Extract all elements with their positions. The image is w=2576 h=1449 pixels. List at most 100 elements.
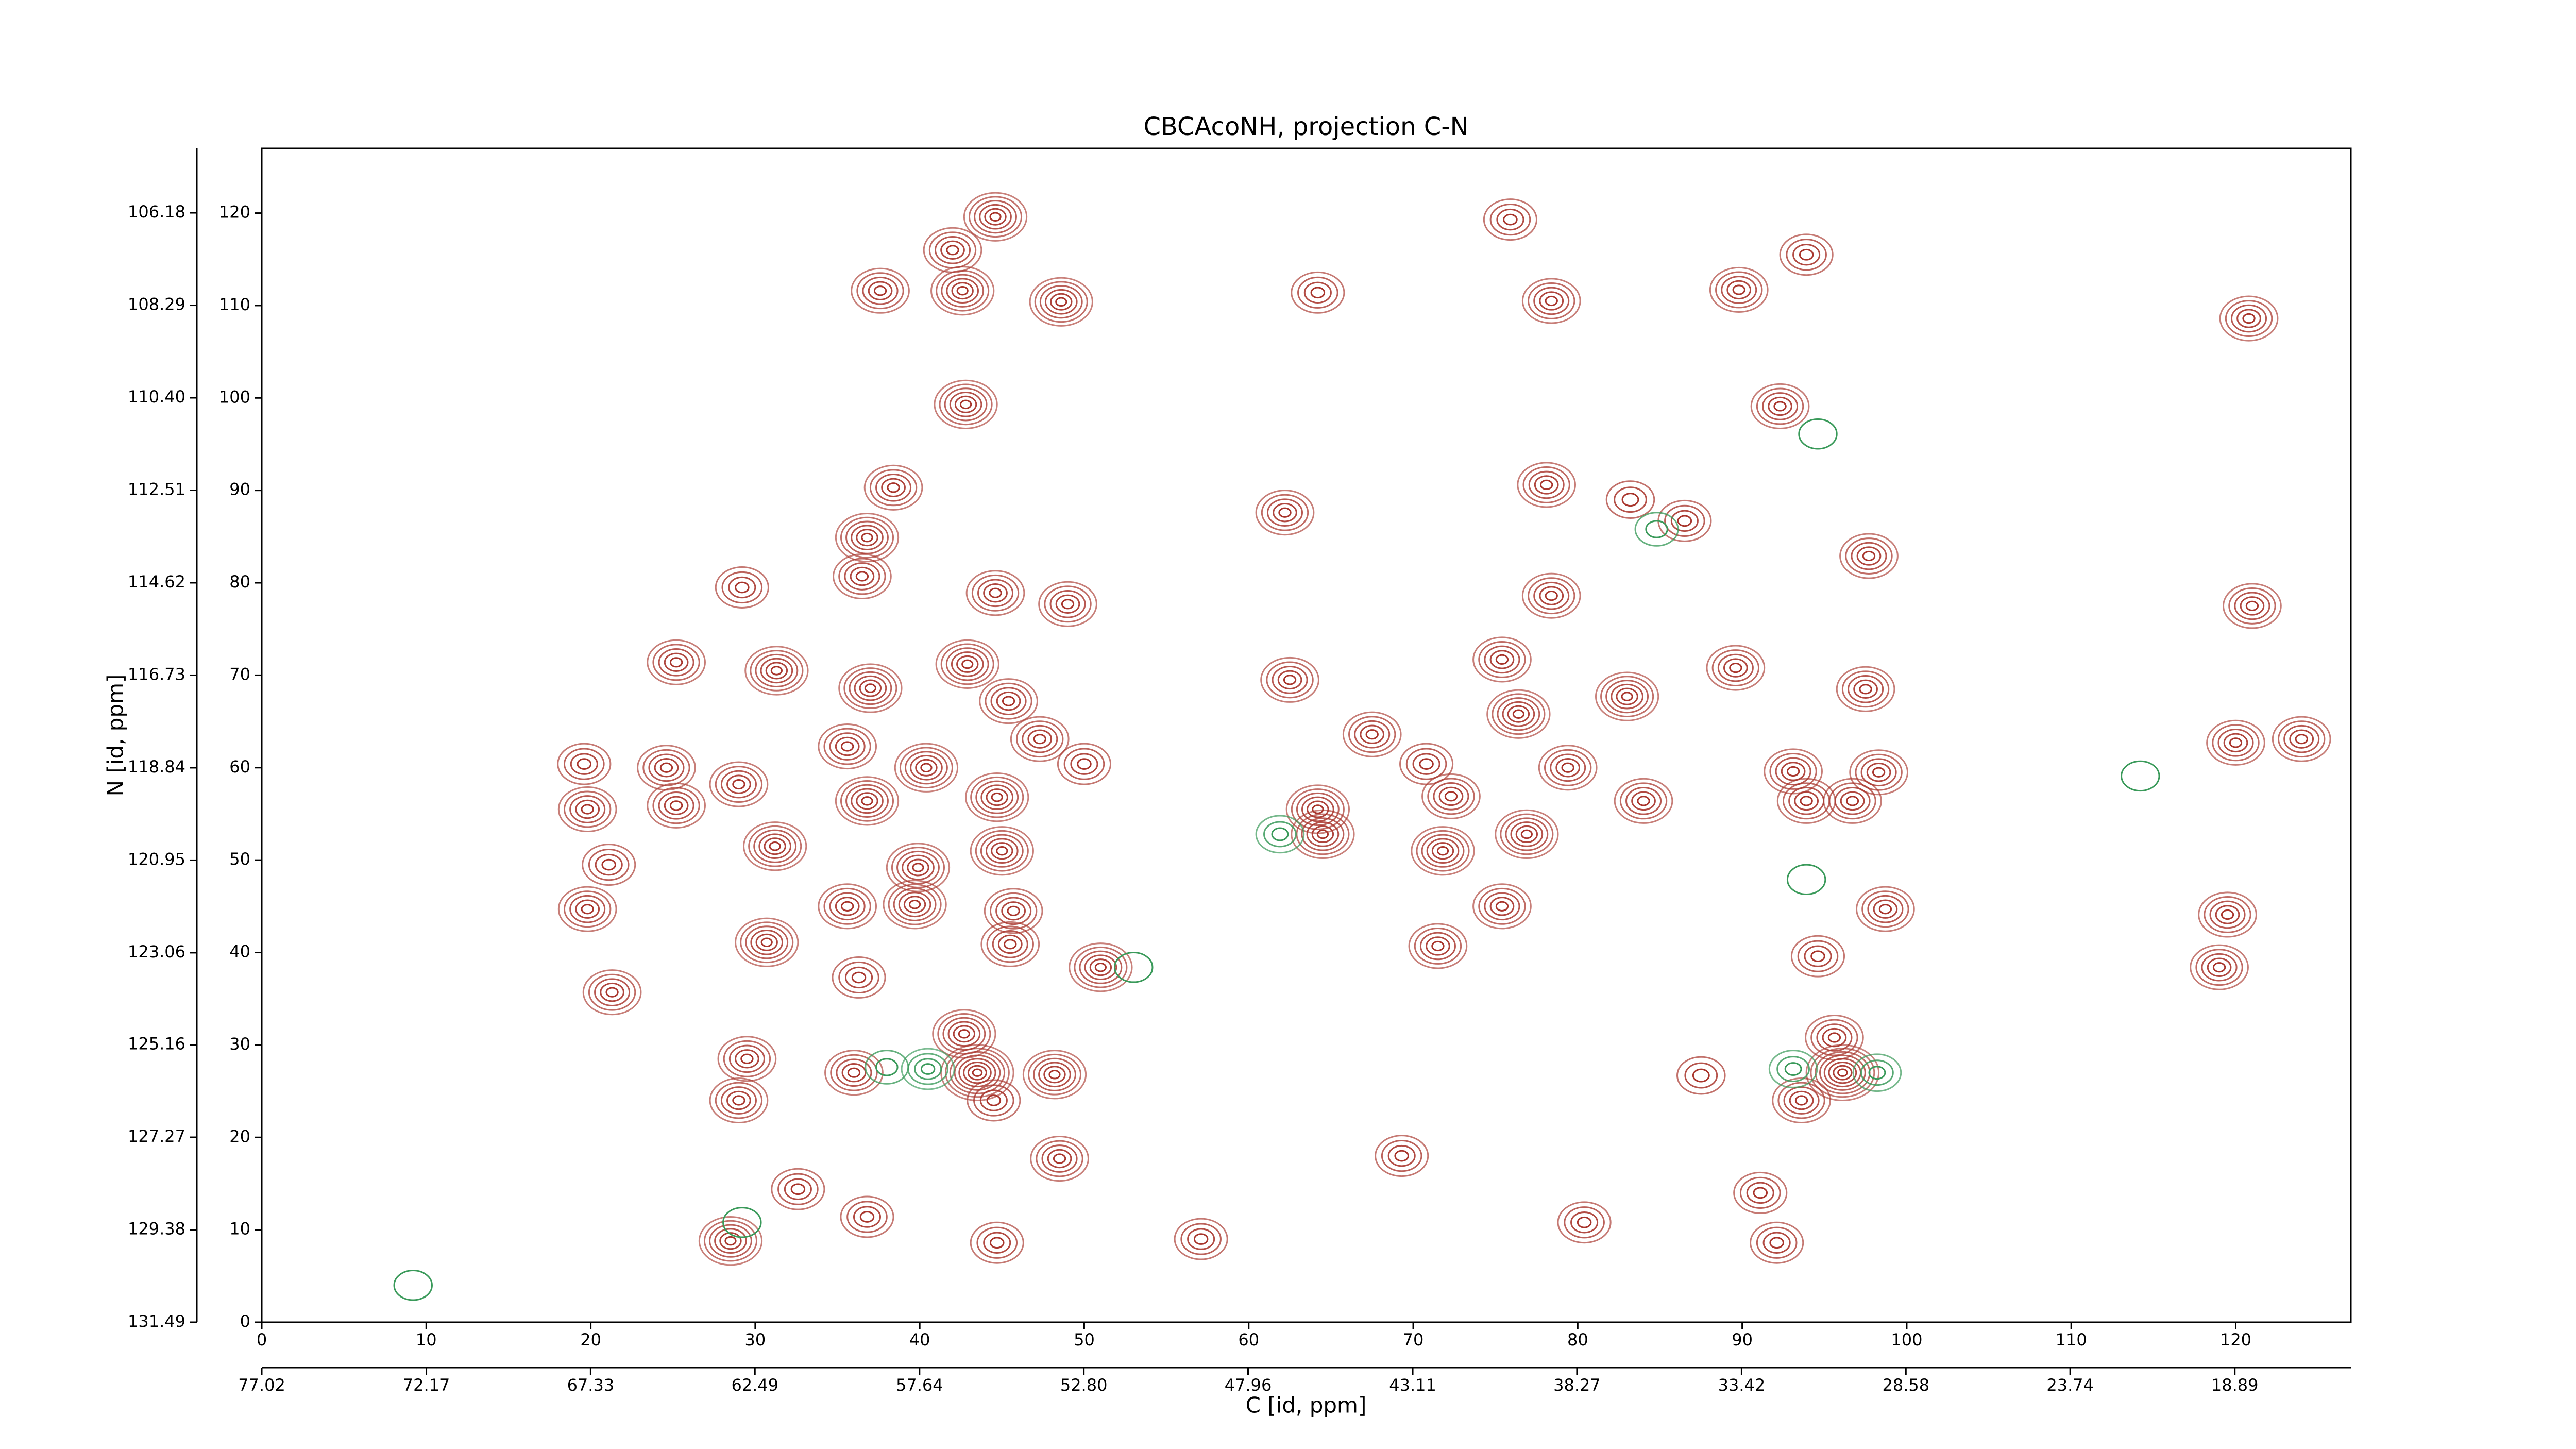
contour-ring: [1729, 662, 1742, 673]
contour-ring: [1860, 1059, 1894, 1086]
contour-ring: [2240, 596, 2265, 616]
contour-ring: [647, 782, 706, 829]
contour-ring: [1306, 821, 1340, 847]
peak: [1375, 1135, 1429, 1177]
contour-ring: [1089, 958, 1112, 976]
contour-ring: [577, 758, 592, 770]
contour-ring: [1528, 577, 1575, 615]
contour-ring: [1878, 904, 1892, 915]
contour-ring: [1408, 923, 1468, 969]
contour-ring: [990, 687, 1027, 715]
contour-ring: [575, 899, 600, 919]
contour-ring: [1426, 936, 1450, 956]
contour-ring: [1022, 1050, 1087, 1100]
contour-ring: [864, 683, 876, 693]
contour-ring: [717, 1036, 777, 1082]
contour-ring: [1419, 932, 1456, 961]
contour-ring: [946, 278, 979, 304]
contour-ring: [849, 671, 892, 705]
contour-ring: [1483, 198, 1538, 241]
contour-ring: [861, 532, 873, 543]
contour-ring: [1750, 383, 1810, 429]
contour-ring: [1027, 729, 1053, 749]
contour-ring: [951, 651, 984, 677]
contour-ring: [1034, 281, 1088, 323]
contour-ring: [1266, 661, 1314, 699]
contour-ring: [934, 379, 998, 429]
contour-ring: [1810, 1048, 1875, 1098]
contour-ring: [1798, 418, 1838, 450]
peak: [744, 646, 809, 696]
contour-ring: [1255, 815, 1305, 854]
contour-ring: [1502, 701, 1535, 727]
peak: [1399, 743, 1454, 785]
contour-ring: [1510, 821, 1544, 847]
x-tick-label: 100: [1891, 1330, 1922, 1350]
contour-ring: [851, 267, 910, 314]
y-tick-label: 50: [229, 849, 250, 869]
contour-ring: [833, 553, 892, 600]
peak: [1038, 581, 1097, 627]
contour-ring: [861, 796, 873, 806]
peak: [1790, 935, 1845, 978]
x-axis-title: C [id, ppm]: [1246, 1393, 1367, 1418]
contour-ring: [898, 891, 931, 918]
contour-ring: [1399, 743, 1454, 785]
contour-ring: [967, 1079, 1021, 1122]
peak: [557, 743, 612, 785]
peak: [1836, 666, 1895, 712]
contour-ring: [721, 571, 763, 604]
contour-ring: [996, 846, 1008, 856]
contour-ring: [720, 770, 757, 799]
peak: [840, 1195, 894, 1238]
contour-ring: [1316, 829, 1329, 839]
contour-ring: [1797, 940, 1839, 972]
contour-ring: [1545, 591, 1558, 601]
x-tick-label: 30: [745, 1330, 766, 1350]
contour-ring: [1538, 745, 1598, 791]
contour-ring: [1792, 244, 1821, 266]
contour-ring: [1521, 278, 1581, 324]
contour-ring: [758, 833, 792, 860]
contour-ring: [949, 1051, 1006, 1094]
y2-tick-label: 118.84: [128, 757, 185, 777]
peak: [818, 883, 877, 930]
contour-ring: [1472, 883, 1532, 930]
contour-ring: [605, 987, 619, 998]
y-tick-label: 20: [229, 1126, 250, 1146]
contour-ring: [1297, 276, 1338, 309]
contour-ring: [997, 934, 1023, 954]
contour-ring: [784, 1178, 812, 1200]
contour-ring: [1577, 1216, 1592, 1228]
peak: [709, 761, 769, 807]
contour-ring: [595, 853, 623, 876]
peak: [1495, 809, 1559, 860]
contour-ring: [923, 227, 982, 273]
contour-ring: [829, 732, 866, 761]
contour-ring: [1800, 796, 1813, 806]
contour-ring: [1489, 650, 1515, 669]
contour-ring: [1307, 800, 1329, 818]
y-tick-label: 100: [219, 387, 250, 407]
contour-ring: [1375, 1135, 1429, 1177]
contour-ring: [2289, 729, 2314, 749]
y-tick-label: 10: [229, 1219, 250, 1239]
contour-ring: [1271, 827, 1289, 841]
contour-ring: [1709, 266, 1769, 313]
peak: [1805, 1044, 1880, 1102]
peak: [1772, 1077, 1831, 1124]
y2-tick-label: 112.51: [128, 479, 185, 499]
contour-ring: [845, 784, 889, 818]
contour-ring: [986, 925, 1034, 963]
contour-ring: [2278, 720, 2326, 758]
contour-ring: [669, 657, 683, 668]
contour-ring: [914, 1058, 942, 1080]
contour-ring: [1394, 1150, 1409, 1162]
contour-ring: [856, 529, 878, 547]
contour-ring: [760, 937, 773, 948]
contour-ring: [1561, 762, 1574, 773]
contour-ring: [1079, 950, 1123, 984]
peak: [1291, 271, 1345, 314]
contour-ring: [1495, 901, 1509, 912]
contour-ring: [1311, 825, 1334, 843]
